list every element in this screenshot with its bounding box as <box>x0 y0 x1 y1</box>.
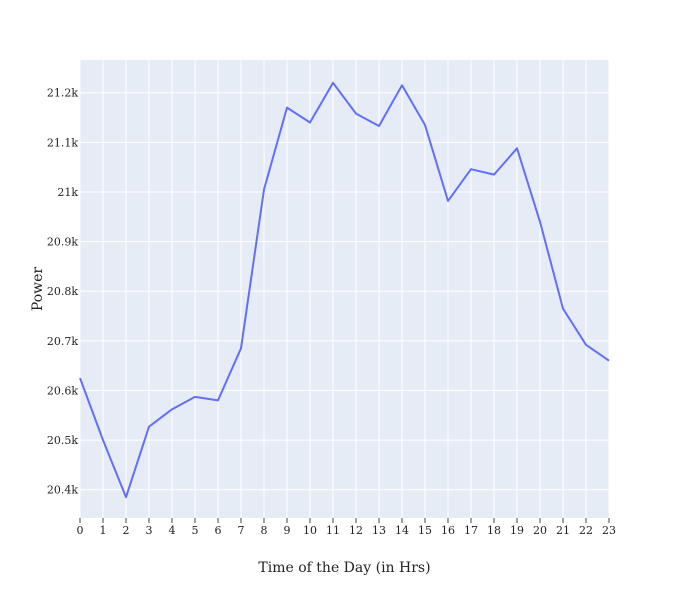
series-layer <box>77 80 612 500</box>
y-tick-label: 20.5k <box>47 434 78 447</box>
y-tick-label: 20.6k <box>47 384 78 397</box>
x-tick-label: 21 <box>556 524 570 537</box>
x-tick-label: 4 <box>169 524 176 537</box>
x-tick-label: 5 <box>192 524 199 537</box>
x-tick-label: 8 <box>261 524 268 537</box>
data-point <box>307 120 313 126</box>
x-tick-label: 13 <box>372 524 386 537</box>
x-tick-label: 6 <box>215 524 222 537</box>
data-point <box>146 424 152 430</box>
data-point <box>192 394 198 400</box>
x-tick-label: 12 <box>349 524 363 537</box>
data-point <box>606 358 612 364</box>
data-point <box>353 111 359 117</box>
gridlines <box>79 60 610 518</box>
x-tick-label: 23 <box>602 524 616 537</box>
x-tick-label: 17 <box>464 524 478 537</box>
y-tick-label: 20.9k <box>47 236 78 249</box>
y-tick-label: 20.8k <box>47 285 78 298</box>
y-tick-label: 20.7k <box>47 335 78 348</box>
data-point <box>583 342 589 348</box>
y-tick-label: 20.4k <box>47 484 78 497</box>
series-line <box>79 81 610 499</box>
x-tick-label: 2 <box>123 524 130 537</box>
data-point <box>169 406 175 412</box>
y-tick-label: 21.1k <box>47 136 78 149</box>
data-point <box>422 122 428 128</box>
data-point <box>399 82 405 88</box>
x-tick-label: 9 <box>284 524 291 537</box>
x-tick-label: 19 <box>510 524 524 537</box>
data-point <box>238 345 244 351</box>
data-point <box>215 397 221 403</box>
x-tick-label: 0 <box>77 524 84 537</box>
x-tick-label: 15 <box>418 524 432 537</box>
x-tick-label: 22 <box>579 524 593 537</box>
data-point <box>284 105 290 111</box>
data-point <box>261 187 267 193</box>
y-axis-ticks: 20.4k 20.5k 20.6k 20.7k 20.8k 20.9k 21k 21.1k 21… <box>47 87 78 497</box>
data-point <box>445 198 451 204</box>
x-tick-label: 10 <box>303 524 317 537</box>
x-tick-label: 1 <box>100 524 107 537</box>
x-tick-label: 16 <box>441 524 455 537</box>
y-axis-title: Power <box>30 267 46 312</box>
data-point <box>537 219 543 225</box>
x-axis-title: Time of the Day (in Hrs) <box>258 560 430 576</box>
x-tick-label: 14 <box>395 524 409 537</box>
data-point <box>560 306 566 312</box>
plot-area-background <box>80 60 609 518</box>
x-tick-label: 20 <box>533 524 547 537</box>
x-tick-label: 11 <box>326 524 340 537</box>
data-point <box>330 80 336 86</box>
y-tick-label: 21.2k <box>47 87 78 100</box>
x-tick-label: 7 <box>238 524 245 537</box>
x-tick-label: 3 <box>146 524 153 537</box>
data-point <box>491 172 497 178</box>
y-tick-label: 21k <box>57 186 78 199</box>
x-axis-ticks: 0 1 2 3 4 5 6 7 8 9 10 11 12 13 14 15 16 17 18 19 20 21 22 23 <box>77 518 616 537</box>
data-point <box>468 166 474 172</box>
data-point <box>376 123 382 129</box>
data-point <box>514 145 520 151</box>
data-point <box>123 494 129 500</box>
data-point <box>100 437 106 443</box>
data-point <box>77 375 83 381</box>
x-tick-label: 18 <box>487 524 501 537</box>
